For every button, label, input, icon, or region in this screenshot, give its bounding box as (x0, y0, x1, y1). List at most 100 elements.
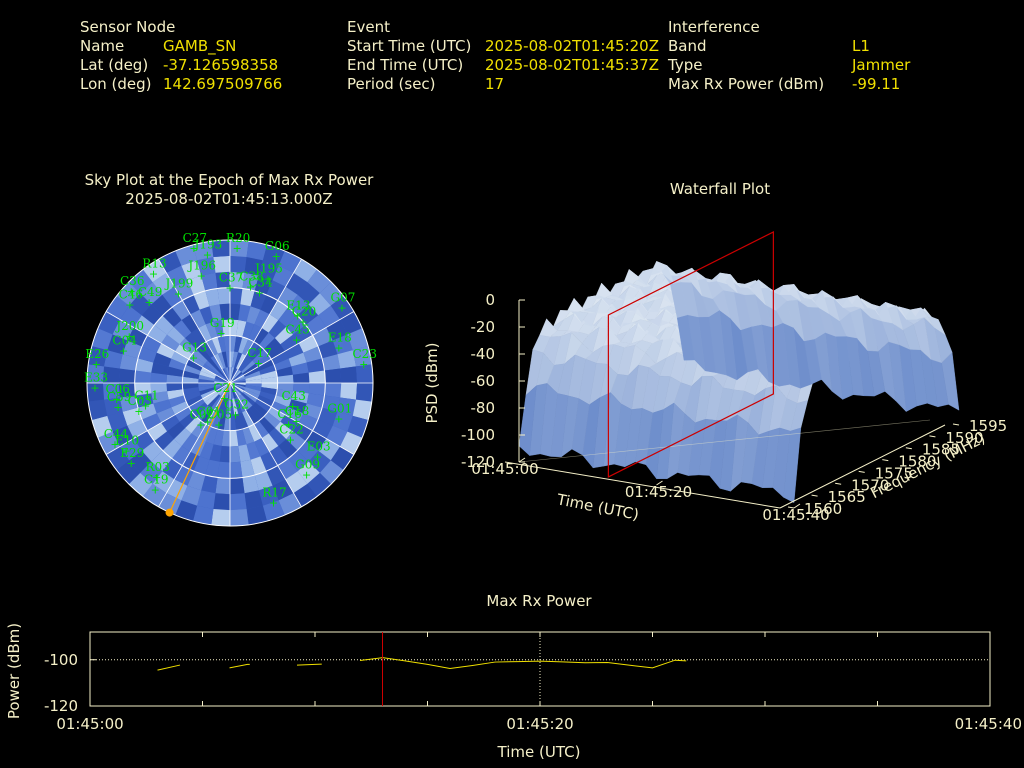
sky-cell (340, 366, 358, 383)
sky-cell (182, 387, 200, 396)
x-tick-label: 01:45:20 (506, 715, 573, 733)
x-tick-label: 01:45:20 (625, 483, 692, 501)
satellite-label: C32 (224, 397, 248, 411)
sky-cell (230, 367, 237, 383)
sky-cell (271, 351, 289, 365)
sky-cell (278, 439, 298, 459)
sky-cell (129, 293, 152, 316)
sky-cell (242, 321, 255, 339)
satellite-label: C06 (105, 382, 129, 396)
satellite-marker: + (232, 242, 241, 255)
sky-cell (308, 450, 331, 473)
power-segment (229, 663, 250, 669)
satellite-marker: + (203, 249, 212, 262)
sky-cell (181, 433, 199, 452)
sky-cell (274, 395, 292, 408)
sky-cell (319, 460, 344, 485)
sky-cell (232, 351, 239, 368)
sky-cell (230, 240, 249, 257)
sky-cell (171, 351, 189, 365)
sky-cell (274, 421, 294, 440)
sky-cell (202, 390, 218, 403)
satellite-label: G06 (265, 239, 290, 253)
sky-cell (171, 401, 189, 415)
sky-cell (267, 406, 286, 422)
sky-cell (308, 383, 326, 396)
satellite-marker: + (174, 288, 183, 301)
sky-cell (261, 383, 278, 390)
sky-cell (250, 290, 267, 310)
sky-cell (307, 472, 332, 497)
sky-cell (173, 319, 192, 339)
sky-cell (200, 408, 215, 425)
sky-cell (249, 345, 264, 361)
satellite-label: C43 (281, 389, 305, 403)
sky-cell (230, 287, 243, 305)
sky-cell (230, 380, 246, 383)
sky-cell (243, 367, 260, 377)
sky-cell (312, 419, 333, 439)
y-tick (882, 459, 889, 462)
y-tick (858, 470, 865, 473)
satellite-marker: + (189, 351, 198, 364)
sky-cell (221, 351, 228, 368)
sky-cell (332, 334, 353, 355)
sky-cell (288, 399, 307, 414)
sky-cell (183, 364, 201, 375)
satellite-label: C38 (239, 270, 263, 284)
event-start-value: 2025-08-02T01:45:20Z (485, 37, 659, 55)
interference-title: Interference (668, 18, 760, 36)
satellite-marker: + (196, 419, 205, 432)
power-segment (157, 664, 181, 671)
y-tick-label: 1590 (945, 429, 983, 447)
sky-cell (253, 327, 269, 346)
sky-cell (230, 383, 246, 390)
azimuth-spoke (229, 382, 355, 455)
sky-cell (288, 450, 309, 472)
sky-cell (141, 304, 163, 325)
y-tick-label: 1575 (875, 464, 913, 482)
sky-cell (234, 335, 243, 353)
satellite-marker: + (302, 468, 311, 481)
sky-cell (306, 393, 325, 408)
sky-cell (161, 414, 180, 432)
z-tick-label: -80 (471, 399, 496, 417)
sky-cell (244, 256, 263, 276)
sky-cell (171, 446, 191, 466)
sky-cell (260, 294, 278, 315)
sky-cell (119, 354, 138, 371)
sky-cell (240, 288, 255, 307)
sky-cell (196, 345, 211, 361)
sky-cell (293, 383, 310, 394)
sky-cell (91, 328, 113, 351)
satellite-marker: + (298, 316, 307, 329)
sky-plot: +C27+R20+J193+G06+R13+J196+J195+C36+C46+… (84, 231, 377, 527)
sky-cell (183, 391, 201, 402)
event-end-value: 2025-08-02T01:45:37Z (485, 56, 659, 74)
satellite-marker: + (334, 342, 343, 355)
sky-cell (179, 338, 197, 354)
sky-cell (245, 378, 262, 383)
sensor-lat-value: -37.126598358 (163, 56, 279, 74)
sky-cell (230, 430, 239, 447)
sky-cell (127, 419, 148, 439)
sky-cell (213, 319, 224, 337)
satellite-marker: + (125, 330, 134, 343)
sky-cell (297, 304, 319, 325)
sky-cell (156, 407, 175, 423)
sky-cell (356, 364, 373, 383)
satellite-label: C11 (134, 389, 158, 403)
sky-cell (221, 319, 230, 336)
sky-cell (318, 438, 341, 461)
sky-cell (218, 370, 230, 383)
sensor-lon-label: Lon (deg) (80, 75, 152, 93)
sky-cell (137, 346, 157, 363)
sky-cell (230, 446, 241, 463)
sky-cell (119, 305, 142, 328)
sky-cell (242, 410, 254, 428)
sky-cell (230, 398, 235, 415)
satellite-marker: + (125, 299, 134, 312)
sky-cell (230, 383, 237, 399)
sky-cell (261, 433, 279, 452)
